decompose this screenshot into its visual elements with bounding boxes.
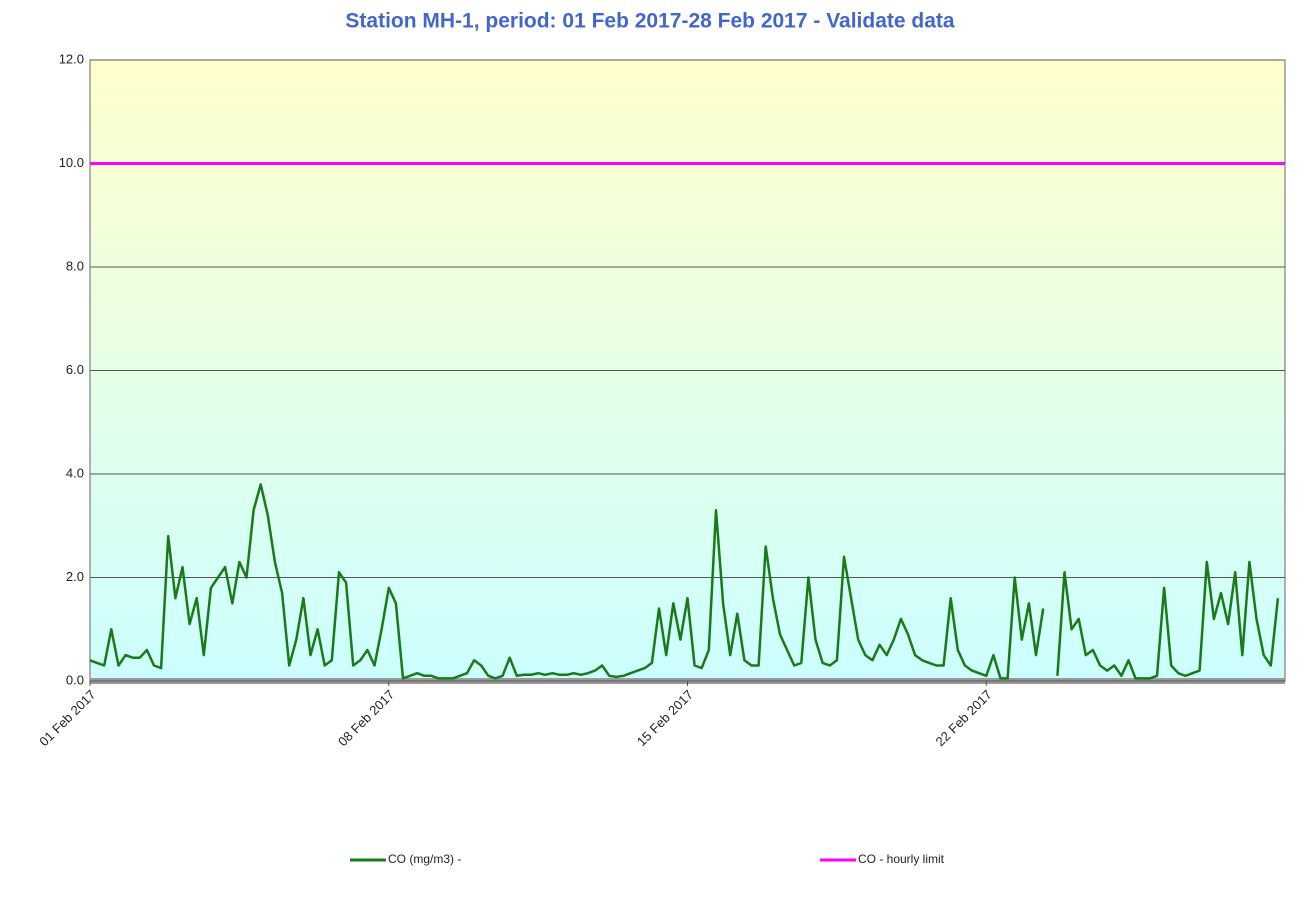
y-tick-label: 6.0	[66, 362, 84, 377]
chart-title: Station MH-1, period: 01 Feb 2017-28 Feb…	[345, 10, 955, 33]
y-tick-label: 8.0	[66, 258, 84, 273]
legend-label: CO - hourly limit	[858, 852, 945, 866]
x-tick-label: 15 Feb 2017	[634, 687, 696, 749]
y-tick-label: 12.0	[59, 51, 84, 66]
y-tick-label: 4.0	[66, 465, 84, 480]
x-tick-label: 22 Feb 2017	[933, 687, 995, 749]
y-tick-label: 10.0	[59, 155, 84, 170]
y-tick-label: 2.0	[66, 569, 84, 584]
x-tick-label: 01 Feb 2017	[36, 687, 98, 749]
legend-label: CO (mg/m3) -	[388, 852, 461, 866]
data-line	[89, 483, 1280, 680]
x-tick-label: 08 Feb 2017	[335, 687, 397, 749]
y-tick-label: 0.0	[66, 672, 84, 687]
